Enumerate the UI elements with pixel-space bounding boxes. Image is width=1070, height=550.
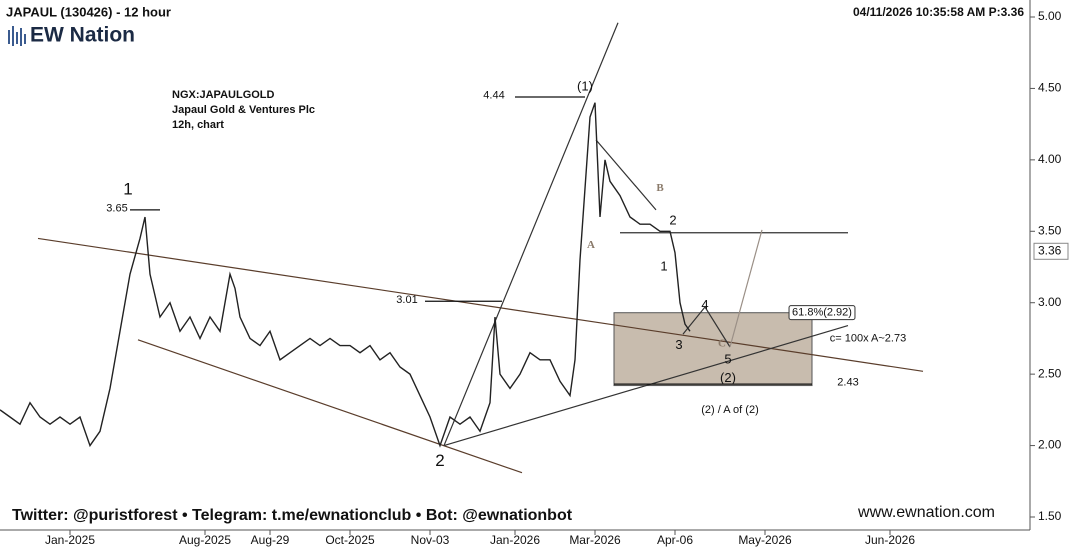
x-tick-label: Apr-06: [657, 533, 693, 547]
wave-label: c= 100x A~2.73: [830, 332, 906, 344]
x-tick-label: Aug-29: [251, 533, 290, 547]
x-tick-label: Jan-2025: [45, 533, 95, 547]
wave-label: 61.8%(2.92): [792, 307, 852, 319]
chart-title: JAPAUL (130426) - 12 hour: [6, 4, 171, 19]
info-line: 12h, chart: [172, 119, 224, 131]
x-tick-label: Jan-2026: [490, 533, 540, 547]
wave-label: 2: [435, 451, 444, 470]
y-tick-label: 1.50: [1038, 509, 1062, 523]
y-tick-label: 4.50: [1038, 81, 1062, 95]
trend-line: [682, 305, 731, 348]
y-tick-label: 2.50: [1038, 366, 1062, 380]
price-tag: [1033, 242, 1069, 260]
wave-label: A: [587, 239, 595, 251]
trend-line: [729, 229, 763, 348]
wave-label: 1: [123, 179, 132, 198]
x-tick-label: Oct-2025: [325, 533, 375, 547]
x-tick-label: Aug-2025: [179, 533, 231, 547]
trend-line: [443, 324, 849, 447]
footer: Twitter: @puristforest • Telegram: t.me/…: [12, 507, 573, 524]
wave-label: (1): [577, 78, 593, 93]
timestamp: 04/11/2026 10:35:58 AM P:3.36: [853, 5, 1024, 19]
y-tick-label: 2.00: [1038, 438, 1062, 452]
wave-label: 3: [675, 337, 682, 352]
wave-label: 4.44: [483, 89, 504, 101]
wave-label: (2): [720, 370, 736, 385]
wave-label: 2.43: [837, 377, 858, 389]
wave-label: (2) / A of (2): [701, 404, 758, 416]
website: www.ewnation.com: [857, 504, 995, 521]
logo-bars: [8, 26, 26, 46]
y-tick-label: 3.00: [1038, 295, 1062, 309]
info-line: NGX:JAPAULGOLD: [172, 89, 275, 101]
y-tick-label: 5.00: [1038, 9, 1062, 23]
trend-line: [137, 339, 523, 474]
wave-label: 4: [701, 297, 708, 312]
info-line: Japaul Gold & Ventures Plc: [172, 104, 315, 116]
y-tick-label: 4.00: [1038, 152, 1062, 166]
wave-label: 3.01: [396, 294, 417, 306]
wave-label: 2: [669, 213, 676, 228]
x-tick-label: Mar-2026: [569, 533, 621, 547]
fib-zone: [613, 312, 813, 387]
price-tag-label: 3.36: [1038, 243, 1062, 257]
trend-line: [37, 237, 924, 372]
trend-line: [595, 139, 657, 211]
wave-label: 1: [660, 258, 667, 273]
y-tick-label: 3.50: [1038, 223, 1062, 237]
x-tick-label: May-2026: [738, 533, 792, 547]
trend-line: [443, 22, 619, 446]
x-tick-label: Nov-03: [411, 533, 450, 547]
wave-label: C: [718, 338, 726, 350]
x-tick-label: Jun-2026: [865, 533, 915, 547]
label-box: [788, 305, 856, 321]
logo: EW Nation: [30, 24, 135, 47]
wave-label: B: [656, 182, 664, 194]
wave-label: 5: [724, 351, 731, 366]
price-line: [0, 102, 691, 448]
wave-label: 3.65: [106, 202, 127, 214]
